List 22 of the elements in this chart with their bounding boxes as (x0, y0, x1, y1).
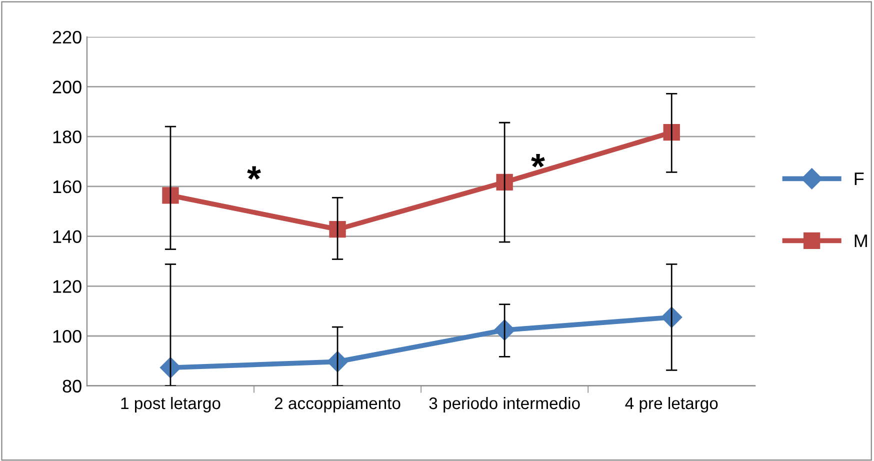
y-tick-label: 80 (62, 380, 82, 393)
legend-label: M (854, 234, 867, 248)
y-tick-label: 140 (53, 230, 82, 244)
y-tick-label: 220 (52, 30, 82, 44)
point (162, 187, 179, 204)
x-tick-label: 1 post letargo (121, 396, 220, 413)
x-tick-label: 3 periodo intermedio (429, 396, 580, 413)
x-tick-label: 2 accoppiamento (274, 396, 400, 413)
point (663, 124, 680, 141)
point (160, 357, 181, 378)
point (327, 351, 348, 372)
x-tick-label: 4 pre letargo (625, 396, 718, 413)
annotation: * (531, 154, 545, 168)
y-tick-label: 100 (53, 330, 82, 343)
legend-label: F (854, 172, 864, 186)
point (496, 174, 513, 191)
annotation: * (247, 166, 261, 180)
y-tick-label: 200 (52, 80, 82, 94)
point (329, 220, 346, 238)
y-tick-label: 120 (53, 280, 82, 293)
y-tick-label: 160 (53, 180, 82, 194)
y-tick-label: 180 (53, 130, 82, 144)
